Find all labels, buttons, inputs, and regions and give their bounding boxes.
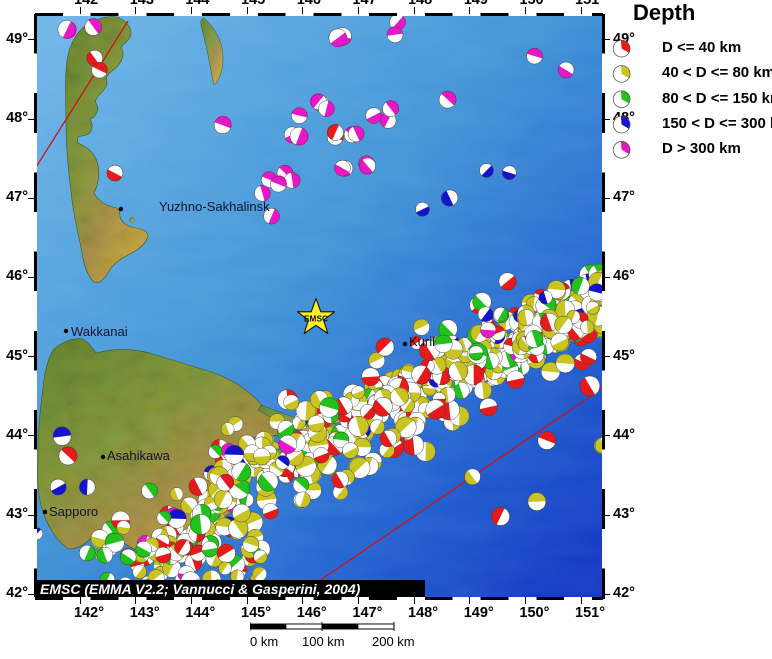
svg-text:200 km: 200 km [372,634,415,649]
svg-text:0 km: 0 km [250,634,278,649]
svg-text:EMSC: EMSC [304,314,328,324]
svg-text:100 km: 100 km [302,634,345,649]
